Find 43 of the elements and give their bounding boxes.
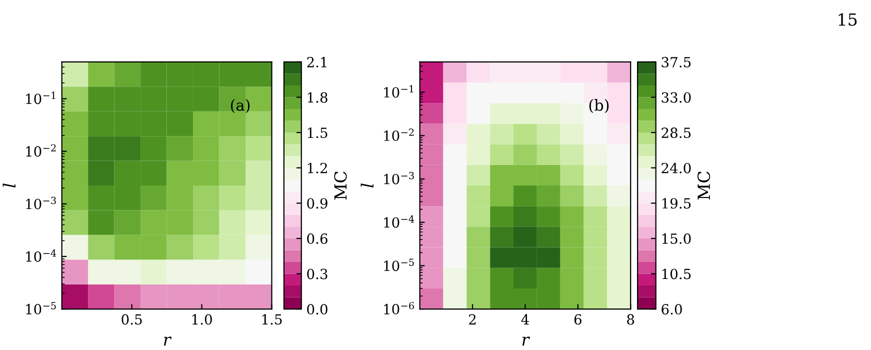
- y-tick-label: 10$^{−6}$: [384, 302, 414, 314]
- x-tick-label: 8: [627, 314, 634, 325]
- y-tick-label: 10$^{−4}$: [26, 249, 56, 262]
- x-tick-label: 1.5: [262, 314, 282, 325]
- y-tick-label: 10$^{−5}$: [384, 258, 414, 272]
- x-tick-label: 4: [521, 314, 529, 324]
- x-axis-title: r: [164, 336, 172, 346]
- color-bar-label: 19.5: [662, 198, 691, 209]
- annotation: (b): [589, 99, 609, 114]
- x-tick-label: 2: [469, 314, 476, 324]
- y-tick-label: 10$^{−1}$: [384, 85, 414, 98]
- color-bar-label: 0.6: [307, 233, 328, 244]
- x-tick-label: 1.0: [192, 314, 212, 325]
- color-bar-label: 0.3: [307, 268, 328, 280]
- color-bar-label: 37.5: [662, 56, 691, 68]
- y-tick-label: 10$^{−3}$: [26, 196, 56, 210]
- color-bar-label: 0.9: [307, 198, 328, 209]
- text: 15: [838, 13, 857, 26]
- color-bar-label: 1.8: [308, 92, 328, 103]
- x-tick-label: 6: [574, 314, 582, 325]
- color-bar-label: 1.2: [308, 162, 327, 174]
- y-tick-label: 10$^{−2}$: [384, 128, 414, 141]
- color-bar-label: 1.5: [308, 128, 328, 138]
- color-bar-label: 28.5: [662, 128, 691, 138]
- color-bar-label: 10.5: [662, 268, 691, 280]
- y-axis-title: l: [2, 184, 16, 188]
- annotation: (a): [230, 99, 250, 114]
- color-bar-label: 24.0: [662, 162, 691, 174]
- color-bar-label: 33.0: [662, 92, 691, 103]
- y-axis-title: l: [360, 184, 374, 188]
- color-bar-label: 6.0: [662, 304, 682, 315]
- y-tick-label: 10$^{−3}$: [384, 172, 414, 184]
- color-bar-title: MC: [698, 172, 710, 200]
- color-bar-label: 2.1: [307, 56, 326, 68]
- color-bar-title: MC: [334, 172, 347, 200]
- x-axis-title: r: [522, 336, 530, 346]
- y-tick-label: 10$^{−2}$: [26, 144, 56, 157]
- color-bar-label: 15.0: [662, 233, 691, 244]
- color-bar-label: 0.0: [307, 304, 328, 315]
- x-tick-label: 0.5: [122, 314, 142, 325]
- y-tick-label: 10$^{−5}$: [26, 302, 56, 314]
- y-tick-label: 10$^{−4}$: [384, 215, 414, 228]
- y-tick-label: 10$^{−1}$: [26, 92, 56, 104]
